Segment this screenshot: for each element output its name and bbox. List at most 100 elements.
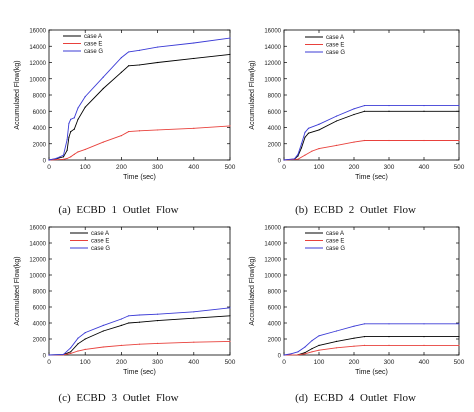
data-point-d-1 bbox=[458, 344, 460, 346]
data-point-b-2 bbox=[388, 104, 390, 107]
y-tick-label-d: 12000 bbox=[264, 258, 281, 264]
data-point-a-2 bbox=[193, 42, 195, 44]
legend-label-d: case E bbox=[326, 239, 344, 245]
data-point-a-2 bbox=[66, 139, 68, 141]
data-point-b-2 bbox=[423, 104, 425, 107]
data-point-b-1 bbox=[423, 139, 425, 142]
data-point-a-0 bbox=[84, 106, 86, 108]
y-tick-label-b: 8000 bbox=[268, 94, 282, 100]
data-point-c-1 bbox=[77, 350, 79, 352]
x-tick-label-c: 400 bbox=[188, 359, 199, 366]
y-tick-label-d: 8000 bbox=[268, 290, 282, 296]
x-tick-label-c: 500 bbox=[225, 359, 236, 366]
data-point-d-1 bbox=[304, 353, 306, 355]
series-line-a-case-e bbox=[48, 125, 231, 161]
y-tick-label-b: 12000 bbox=[264, 61, 281, 67]
legend-label-c: case A bbox=[91, 231, 109, 237]
data-point-d-1 bbox=[318, 349, 320, 351]
chart-panel-c: 0 2000 4000 6000 8000 10000 12000 14000 16000 0 10… bbox=[14, 226, 236, 377]
data-point-d-0 bbox=[311, 348, 313, 350]
x-tick-label-c: 200 bbox=[116, 359, 127, 366]
data-point-b-0 bbox=[307, 132, 310, 134]
data-point-d-1 bbox=[297, 354, 299, 356]
data-point-a-1 bbox=[66, 157, 68, 160]
data-point-c-1 bbox=[193, 341, 195, 343]
data-point-a-1 bbox=[70, 156, 72, 158]
data-point-c-1 bbox=[157, 342, 159, 344]
series-line-a-case-a bbox=[48, 53, 231, 161]
x-tick-label-d: 0 bbox=[282, 359, 286, 366]
data-point-b-2 bbox=[307, 127, 310, 129]
data-point-c-0 bbox=[229, 315, 231, 317]
x-tick-label-c: 100 bbox=[80, 359, 91, 366]
data-point-b-2 bbox=[297, 153, 299, 155]
y-tick-label-a: 0 bbox=[43, 159, 47, 165]
series-line-c-case-g bbox=[48, 307, 231, 356]
x-tick-label-a: 300 bbox=[152, 164, 163, 171]
data-point-b-1 bbox=[458, 139, 460, 142]
y-tick-label-c: 4000 bbox=[33, 322, 47, 328]
x-tick-label-d: 200 bbox=[349, 359, 360, 366]
data-point-d-0 bbox=[304, 352, 306, 354]
data-point-d-1 bbox=[311, 351, 313, 353]
data-point-b-2 bbox=[304, 131, 306, 133]
data-point-d-2 bbox=[297, 351, 299, 353]
data-point-c-2 bbox=[128, 315, 130, 317]
y-tick-label-b: 0 bbox=[278, 159, 282, 165]
data-point-a-0 bbox=[68, 136, 70, 138]
legend-label-a: case E bbox=[84, 42, 102, 48]
data-point-d-2 bbox=[363, 323, 366, 325]
data-point-a-2 bbox=[84, 96, 86, 98]
caption-b: (b) ECBD 2 Outlet Flow bbox=[295, 204, 416, 216]
data-point-a-2 bbox=[55, 157, 57, 159]
data-point-c-0 bbox=[70, 351, 72, 353]
data-point-a-2 bbox=[68, 122, 70, 125]
y-tick-label-b: 4000 bbox=[268, 126, 282, 132]
data-point-d-2 bbox=[318, 335, 320, 337]
chart-panel-a: 0 2000 4000 6000 8000 10000 12000 14000 16000 0 10… bbox=[14, 29, 236, 182]
chart-panel-d: 0 2000 4000 6000 8000 10000 12000 14000 16000 0 10… bbox=[249, 226, 465, 377]
x-tick-label-b: 500 bbox=[454, 164, 465, 171]
x-tick-label-c: 300 bbox=[152, 359, 163, 366]
data-point-a-0 bbox=[120, 71, 122, 73]
data-point-a-1 bbox=[138, 130, 141, 132]
caption-a: (a) ECBD 1 Outlet Flow bbox=[58, 204, 179, 216]
series-line-c-case-a bbox=[48, 315, 231, 356]
x-axis-label-c: Time (sec) bbox=[123, 369, 156, 376]
data-point-a-2 bbox=[70, 118, 72, 120]
data-point-a-0 bbox=[77, 118, 79, 120]
data-point-c-0 bbox=[120, 324, 122, 326]
data-point-b-2 bbox=[363, 104, 366, 107]
y-tick-label-c: 16000 bbox=[29, 226, 46, 232]
y-tick-label-b: 10000 bbox=[264, 77, 281, 83]
y-tick-label-c: 10000 bbox=[29, 274, 46, 280]
data-point-a-0 bbox=[128, 65, 130, 67]
y-tick-label-c: 14000 bbox=[29, 242, 46, 248]
data-point-c-2 bbox=[229, 307, 231, 309]
data-point-d-2 bbox=[290, 353, 292, 355]
plot-frame-c bbox=[48, 226, 231, 356]
y-tick-label-c: 8000 bbox=[33, 290, 47, 296]
data-point-c-2 bbox=[120, 318, 122, 320]
x-tick-label-d: 500 bbox=[454, 359, 465, 366]
data-point-a-0 bbox=[73, 128, 75, 130]
x-tick-label-a: 500 bbox=[225, 164, 236, 171]
data-point-b-1 bbox=[318, 148, 320, 150]
data-point-a-1 bbox=[77, 151, 79, 153]
data-point-c-2 bbox=[157, 313, 159, 315]
y-tick-label-a: 4000 bbox=[33, 126, 47, 132]
legend-label-a: case A bbox=[84, 34, 102, 40]
data-point-b-0 bbox=[423, 110, 425, 112]
data-point-d-2 bbox=[458, 323, 460, 325]
data-point-a-0 bbox=[193, 57, 195, 60]
data-point-a-1 bbox=[193, 127, 195, 129]
legend-label-c: case G bbox=[91, 246, 110, 252]
plot-frame-a bbox=[48, 29, 231, 161]
legend-label-b: case A bbox=[326, 35, 344, 41]
data-point-c-1 bbox=[138, 343, 141, 345]
data-point-a-0 bbox=[102, 87, 104, 90]
